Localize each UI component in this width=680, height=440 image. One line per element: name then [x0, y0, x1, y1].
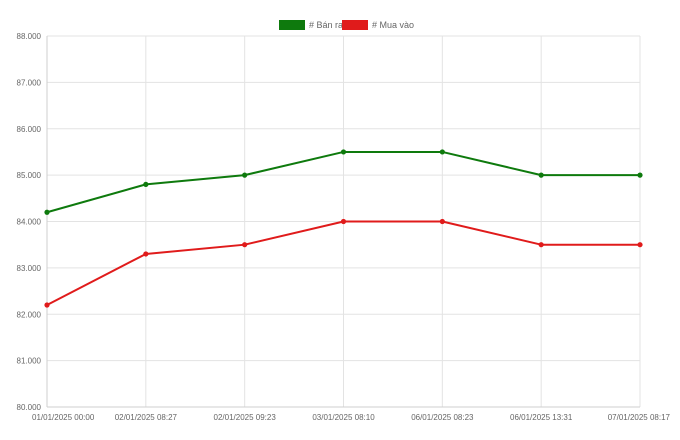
series-1-point[interactable] [637, 172, 643, 178]
series-1-point[interactable] [143, 181, 149, 187]
legend-label[interactable]: # Mua vào [372, 20, 414, 30]
series-1-point[interactable] [340, 149, 347, 155]
series-2-point[interactable] [44, 302, 50, 308]
y-tick-label: 85.000 [17, 171, 42, 180]
y-tick-label: 88.000 [17, 32, 42, 41]
x-tick-label: 02/01/2025 08:27 [115, 413, 178, 422]
y-tick-label: 86.000 [17, 125, 42, 134]
x-axis-ticks: 01/01/2025 00:00 02/01/2025 08:27 02/01/20… [32, 413, 671, 422]
legend-swatch[interactable] [279, 20, 305, 30]
x-tick-label: 03/01/2025 08:10 [312, 413, 375, 422]
x-tick-label: 02/01/2025 09:23 [214, 413, 277, 422]
axes [46, 36, 640, 408]
series-1-point[interactable] [242, 172, 248, 178]
y-tick-label: 82.000 [17, 310, 42, 319]
series-1-point[interactable] [538, 172, 544, 178]
series-2-point[interactable] [143, 251, 149, 257]
legend-swatch[interactable] [342, 20, 368, 30]
x-tick-label: 01/01/2025 00:00 [32, 413, 95, 422]
y-tick-label: 87.000 [17, 78, 42, 87]
x-tick-label: 06/01/2025 08:23 [411, 413, 474, 422]
y-tick-label: 80.000 [17, 403, 42, 412]
series-2-point[interactable] [538, 242, 544, 248]
series-2-point[interactable] [637, 242, 643, 248]
series-1-point[interactable] [44, 209, 50, 215]
legend: # Bán ra # Mua vào [279, 20, 414, 30]
x-tick-label: 06/01/2025 13:31 [510, 413, 573, 422]
legend-label[interactable]: # Bán ra [309, 20, 343, 30]
series-2-point[interactable] [242, 242, 248, 248]
y-tick-label: 81.000 [17, 357, 42, 366]
y-tick-label: 84.000 [17, 218, 42, 227]
x-tick-label: 07/01/2025 08:17 [608, 413, 671, 422]
series-lines [44, 149, 643, 308]
series-2-point[interactable] [340, 218, 347, 225]
y-tick-label: 83.000 [17, 264, 42, 273]
y-axis-ticks: 80.000 81.000 82.000 83.000 84.000 85.000 86.0… [17, 32, 42, 412]
series-1-point[interactable] [439, 149, 445, 155]
series-2-point[interactable] [439, 218, 445, 225]
